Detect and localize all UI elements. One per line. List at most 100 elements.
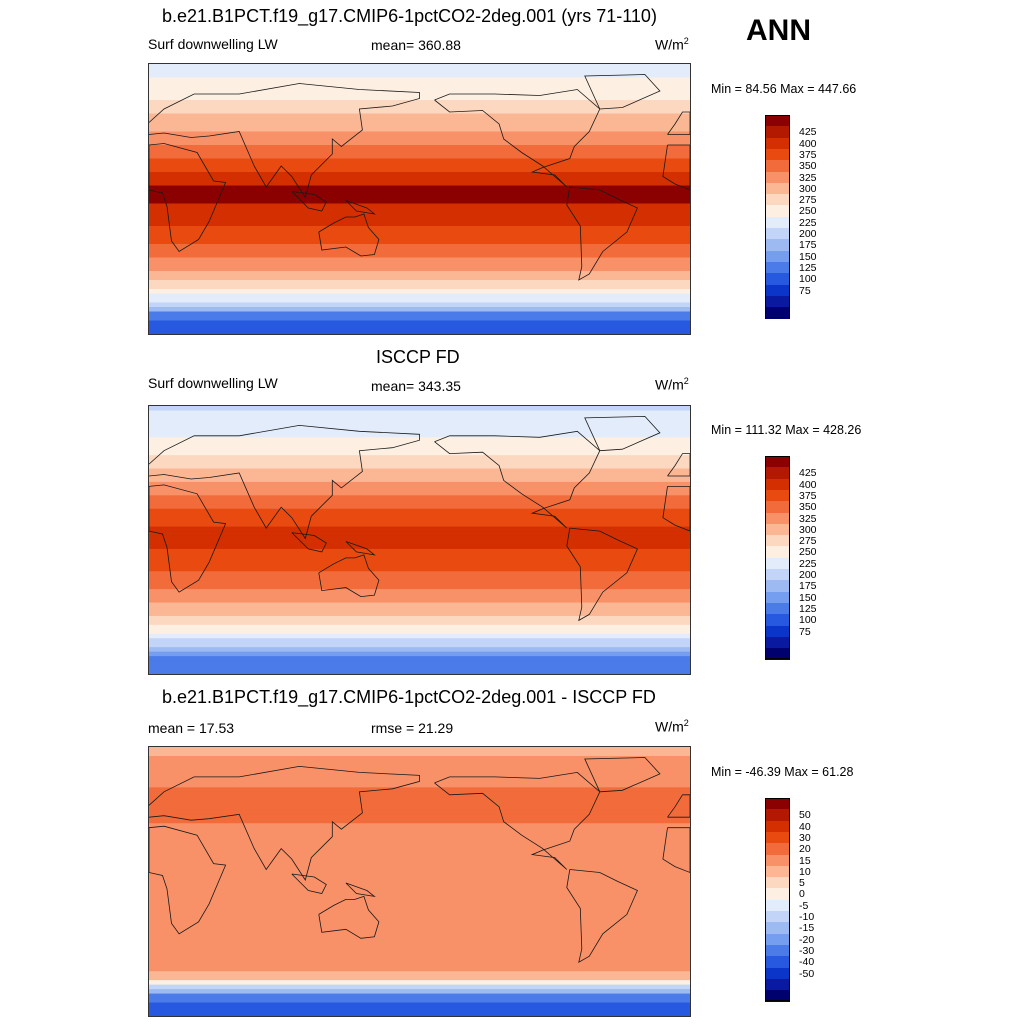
field-band: [149, 751, 690, 757]
field-band: [149, 226, 690, 232]
field-band: [149, 832, 690, 838]
season-label: ANN: [746, 14, 811, 47]
colorbar-swatch: [765, 831, 790, 844]
colorbar-tick-label: 100: [799, 273, 817, 286]
colorbar-swatch: [765, 843, 790, 855]
field-band: [149, 320, 690, 326]
field-band: [149, 176, 690, 182]
field-band: [149, 459, 690, 465]
colorbar-swatch: [765, 602, 790, 615]
colorbar-tick-label: 275: [799, 535, 817, 548]
field-band: [149, 944, 690, 950]
coastline: [667, 453, 690, 477]
field-band: [149, 544, 690, 550]
colorbar-tick-label: -20: [799, 933, 815, 946]
colorbar-swatch: [765, 273, 790, 285]
colorbar-tick-label: 15: [799, 854, 811, 867]
field-band: [149, 163, 690, 169]
field-band: [149, 953, 690, 959]
colorbar-swatch: [765, 478, 790, 491]
field-band: [149, 747, 690, 753]
colorbar-swatch: [765, 171, 790, 184]
colorbar-swatch: [765, 115, 790, 127]
panel-3-minmax: Min = -46.39 Max = 61.28: [711, 765, 854, 779]
field-band: [149, 760, 690, 766]
panel-2-variable: Surf downwelling LW: [148, 375, 278, 391]
colorbar-tick-label: 200: [799, 228, 817, 240]
coastline: [584, 74, 661, 110]
panel-2-colorbar: 425 400 375 350 325 300 275 250 225 200 175 150 125 1…: [765, 456, 835, 670]
field-band: [149, 82, 690, 88]
coastline: [662, 486, 690, 532]
panel-1-colorbar: 425 400 375 350 325 300 275 250 225 200 175 150 125 1…: [765, 115, 835, 329]
coastline: [318, 895, 380, 939]
panel-2-title: ISCCP FD: [376, 347, 460, 367]
coastline: [318, 213, 380, 257]
colorbar-swatch: [765, 512, 790, 525]
map-field-svg: [149, 406, 690, 674]
field-band: [149, 499, 690, 505]
colorbar-swatch: [765, 899, 790, 912]
field-band: [149, 293, 690, 299]
colorbar-tick-label: 5: [799, 877, 805, 890]
field-band: [149, 868, 690, 874]
field-band: [149, 535, 690, 541]
field-band: [149, 455, 690, 461]
field-band: [149, 890, 690, 896]
field-band: [149, 850, 690, 856]
field-band: [149, 566, 690, 572]
field-band: [149, 104, 690, 110]
field-band: [149, 602, 690, 608]
field-band: [149, 136, 690, 142]
field-band: [149, 284, 690, 290]
colorbar-tick-label: 100: [799, 614, 817, 627]
colorbar-tick-label: 350: [799, 501, 817, 514]
coastline: [318, 554, 380, 598]
colorbar-tick-label: 125: [799, 261, 817, 274]
field-band: [149, 1011, 690, 1016]
field-band: [149, 598, 690, 604]
colorbar-swatch: [765, 216, 790, 229]
field-band: [149, 194, 690, 200]
colorbar-swatch: [765, 182, 790, 195]
field-band: [149, 615, 690, 621]
field-band: [149, 948, 690, 954]
colorbar-swatch: [765, 307, 790, 319]
colorbar-swatch: [765, 160, 790, 172]
field-band: [149, 836, 690, 842]
field-band: [149, 841, 690, 847]
field-band: [149, 818, 690, 824]
field-band: [149, 935, 690, 941]
field-band: [149, 244, 690, 250]
coastline: [667, 794, 690, 818]
coastline: [662, 827, 690, 873]
colorbar-swatch: [765, 228, 790, 240]
field-band: [149, 230, 690, 236]
colorbar-swatch: [765, 911, 790, 923]
field-band: [149, 899, 690, 905]
field-band: [149, 275, 690, 281]
colorbar-swatch: [765, 557, 790, 570]
field-band: [149, 64, 690, 70]
colorbar-tick-label: 20: [799, 843, 811, 856]
field-band: [149, 414, 690, 420]
colorbar-tick-label: 400: [799, 137, 817, 150]
field-band: [149, 271, 690, 277]
field-band: [149, 154, 690, 160]
colorbar-tick-label: 275: [799, 194, 817, 207]
coastline: [345, 541, 376, 556]
field-band: [149, 441, 690, 447]
field-band: [149, 917, 690, 923]
field-band: [149, 329, 690, 334]
field-band: [149, 140, 690, 146]
field-band: [149, 473, 690, 479]
field-band: [149, 540, 690, 546]
panel-1-title: b.e21.B1PCT.f19_g17.CMIP6-1pctCO2-2deg.0…: [162, 6, 657, 26]
field-band: [149, 118, 690, 124]
field-band: [149, 248, 690, 254]
panel-3-mean: mean = 17.53: [148, 720, 235, 736]
colorbar-tick-label: 325: [799, 171, 817, 184]
field-band: [149, 490, 690, 496]
colorbar-tick-label: 350: [799, 160, 817, 173]
field-band: [149, 638, 690, 644]
